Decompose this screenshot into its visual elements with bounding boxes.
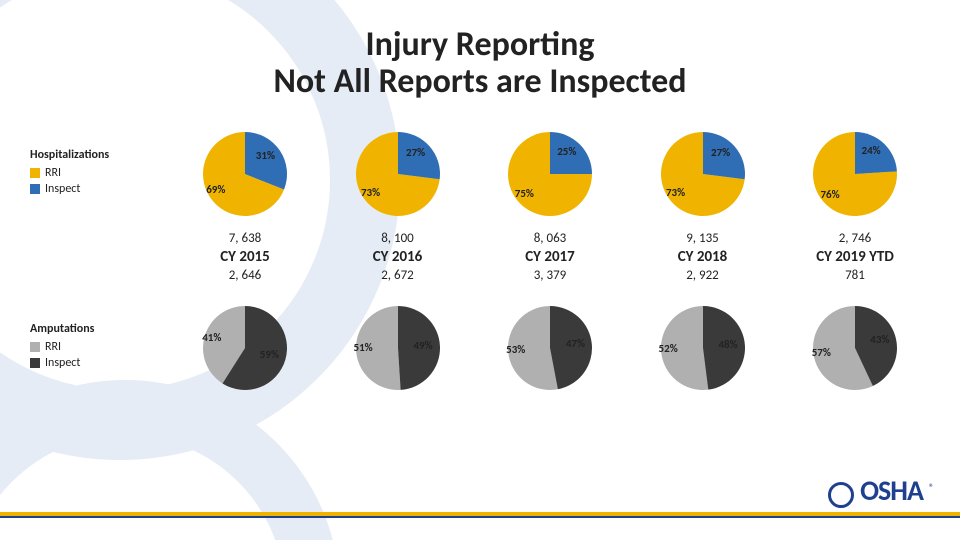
pie-pct-inspect: 25%: [557, 145, 576, 158]
pie-column: 47% 53%: [475, 303, 625, 393]
pie-chart: 47% 53%: [505, 303, 595, 393]
pie-chart: 43% 57%: [810, 303, 900, 393]
legend-item-rri: RRI: [30, 165, 170, 181]
bottom-value: 3, 379: [525, 268, 575, 283]
year-value-column: 8, 063 CY 2017 3, 379: [475, 225, 625, 283]
legend-label: Inspect: [45, 355, 80, 371]
year-values: 2, 746 CY 2019 YTD 781: [816, 231, 894, 283]
legend-item-inspect: Inspect: [30, 181, 170, 197]
swatch-icon: [30, 168, 40, 178]
top-value: 2, 746: [816, 231, 894, 246]
pie-pct-inspect: 27%: [711, 146, 730, 159]
pie-column: 25% 75%: [475, 129, 625, 219]
year-label: CY 2018: [678, 248, 728, 266]
pie-pct-inspect: 59%: [260, 348, 279, 361]
bottom-value: 2, 672: [373, 268, 423, 283]
hospitalizations-row: Hospitalizations RRI Inspect 31% 69% 27% 73…: [20, 129, 930, 219]
pie-pct-inspect: 24%: [862, 144, 881, 157]
year-value-column: 8, 100 CY 2016 2, 672: [323, 225, 473, 283]
pie-column: 27% 73%: [628, 129, 778, 219]
pie-pct-inspect: 47%: [566, 337, 585, 350]
pie-pct-inspect: 43%: [870, 333, 889, 346]
year-label: CY 2015: [220, 248, 270, 266]
year-values: 7, 638CY 20152, 6468, 100CY 20162, 6728,…: [170, 225, 930, 283]
top-value: 9, 135: [678, 231, 728, 246]
pie-pct-rri: 73%: [666, 186, 685, 199]
pie-pct-rri: 41%: [202, 331, 221, 344]
pie-pct-rri: 57%: [812, 346, 831, 359]
swatch-icon: [30, 184, 40, 194]
footer-divider: [0, 512, 960, 518]
year-label: CY 2016: [373, 248, 423, 266]
year-label: CY 2019 YTD: [816, 248, 894, 266]
year-value-column: 9, 135 CY 2018 2, 922: [628, 225, 778, 283]
pie-chart: 48% 52%: [658, 303, 748, 393]
pie-chart: 27% 73%: [658, 129, 748, 219]
top-value: 8, 063: [525, 231, 575, 246]
pie-chart: 25% 75%: [505, 129, 595, 219]
pie-pct-inspect: 27%: [406, 146, 425, 159]
legend-title: Hospitalizations: [30, 147, 170, 163]
pie-chart: 59% 41%: [200, 303, 290, 393]
pie-chart: 31% 69%: [200, 129, 290, 219]
year-label: CY 2017: [525, 248, 575, 266]
pie-pct-inspect: 48%: [718, 338, 737, 351]
pie-pct-inspect: 31%: [256, 149, 275, 162]
bottom-value: 781: [816, 268, 894, 283]
year-values: 9, 135 CY 2018 2, 922: [678, 231, 728, 283]
pie-pct-rri: 73%: [361, 186, 380, 199]
pie-pct-rri: 76%: [820, 188, 839, 201]
top-value: 7, 638: [220, 231, 270, 246]
bottom-value: 2, 646: [220, 268, 270, 283]
pie-column: 49% 51%: [323, 303, 473, 393]
hospitalizations-pies: 31% 69% 27% 73% 25% 75% 27% 73% 24% 76%: [170, 129, 930, 219]
osha-text: OSHA: [860, 473, 923, 508]
title-line-2: Not All Reports are Inspected: [0, 63, 960, 100]
year-values-row: 7, 638CY 20152, 6468, 100CY 20162, 6728,…: [20, 225, 930, 283]
top-value: 8, 100: [373, 231, 423, 246]
year-values: 8, 100 CY 2016 2, 672: [373, 231, 423, 283]
pie-chart: 27% 73%: [353, 129, 443, 219]
amputations-row: Amputations RRI Inspect 59%41%49%51%47%5…: [20, 303, 930, 393]
year-values: 7, 638 CY 2015 2, 646: [220, 231, 270, 283]
legend-label: RRI: [45, 339, 61, 355]
amputations-pies: 59% 41% 49% 51% 47% 53% 48% 52% 43% 57%: [170, 303, 930, 393]
page-title: Injury Reporting Not All Reports are Ins…: [0, 0, 960, 101]
swatch-icon: [30, 342, 40, 352]
pie-pct-rri: 51%: [354, 341, 373, 354]
bottom-value: 2, 922: [678, 268, 728, 283]
pie-pct-rri: 52%: [659, 342, 678, 355]
year-value-column: 7, 638 CY 2015 2, 646: [170, 225, 320, 283]
legend-label: RRI: [45, 165, 61, 181]
gear-icon: [828, 482, 854, 508]
pie-pct-inspect: 49%: [413, 339, 432, 352]
legend-item-inspect: Inspect: [30, 355, 170, 371]
pie-pct-rri: 69%: [206, 183, 225, 196]
year-values: 8, 063 CY 2017 3, 379: [525, 231, 575, 283]
pie-column: 59% 41%: [170, 303, 320, 393]
pie-pct-rri: 75%: [515, 187, 534, 200]
osha-logo: OSHA ®: [828, 473, 934, 508]
amputations-legend: Amputations RRI Inspect: [20, 303, 170, 372]
content: Hospitalizations RRI Inspect 31% 69% 27% 73…: [0, 129, 960, 393]
title-line-1: Injury Reporting: [0, 26, 960, 63]
pie-chart: 24% 76%: [810, 129, 900, 219]
legend-item-rri: RRI: [30, 339, 170, 355]
registered-icon: ®: [929, 481, 934, 494]
swatch-icon: [30, 358, 40, 368]
pie-column: 31% 69%: [170, 129, 320, 219]
hospitalizations-legend: Hospitalizations RRI Inspect: [20, 129, 170, 198]
legend-label: Inspect: [45, 181, 80, 197]
legend-title: Amputations: [30, 321, 170, 337]
pie-column: 27% 73%: [323, 129, 473, 219]
pie-column: 48% 52%: [628, 303, 778, 393]
pie-column: 24% 76%: [780, 129, 930, 219]
pie-pct-rri: 53%: [506, 343, 525, 356]
year-value-column: 2, 746 CY 2019 YTD 781: [780, 225, 930, 283]
pie-chart: 49% 51%: [353, 303, 443, 393]
pie-column: 43% 57%: [780, 303, 930, 393]
